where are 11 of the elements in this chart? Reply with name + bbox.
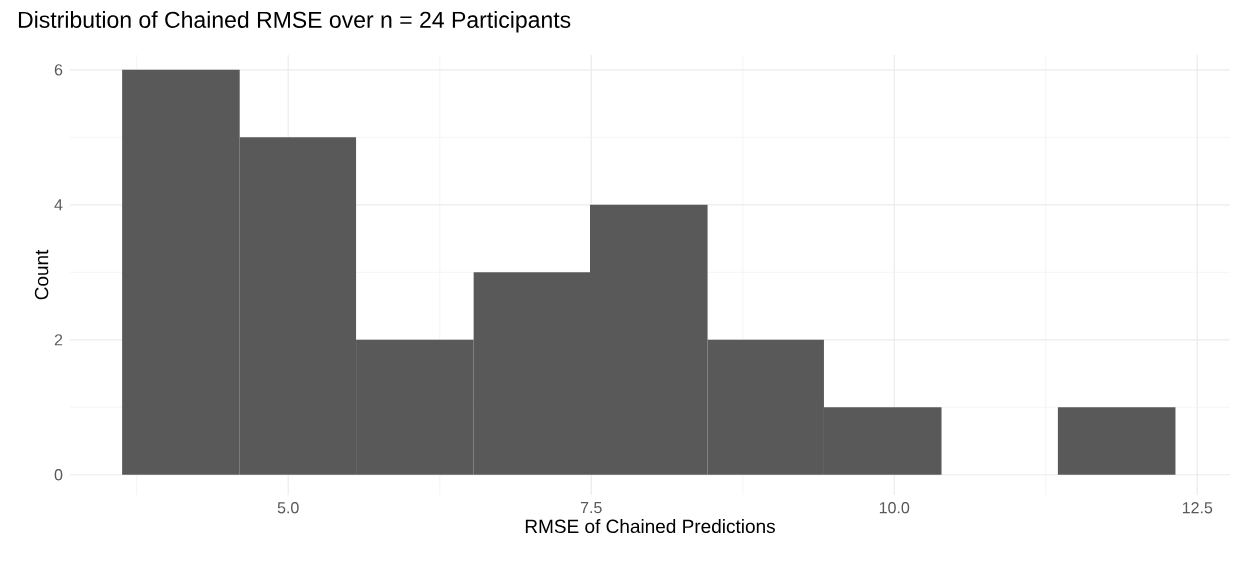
x-tick-label: 5.0: [277, 502, 299, 514]
x-axis-title: RMSE of Chained Predictions: [525, 519, 775, 534]
chart-title: Distribution of Chained RMSE over n = 24 Participants: [18, 11, 571, 33]
y-axis-title: Count: [34, 249, 49, 300]
x-tick-label: 12.5: [1182, 502, 1213, 514]
y-tick-label: 0: [54, 469, 63, 481]
y-tick-label: 2: [54, 334, 63, 346]
y-tick-label: 4: [54, 199, 63, 211]
y-tick-label: 6: [54, 64, 63, 76]
x-tick-label: 10.0: [879, 502, 910, 514]
x-tick-label: 7.5: [580, 502, 602, 514]
